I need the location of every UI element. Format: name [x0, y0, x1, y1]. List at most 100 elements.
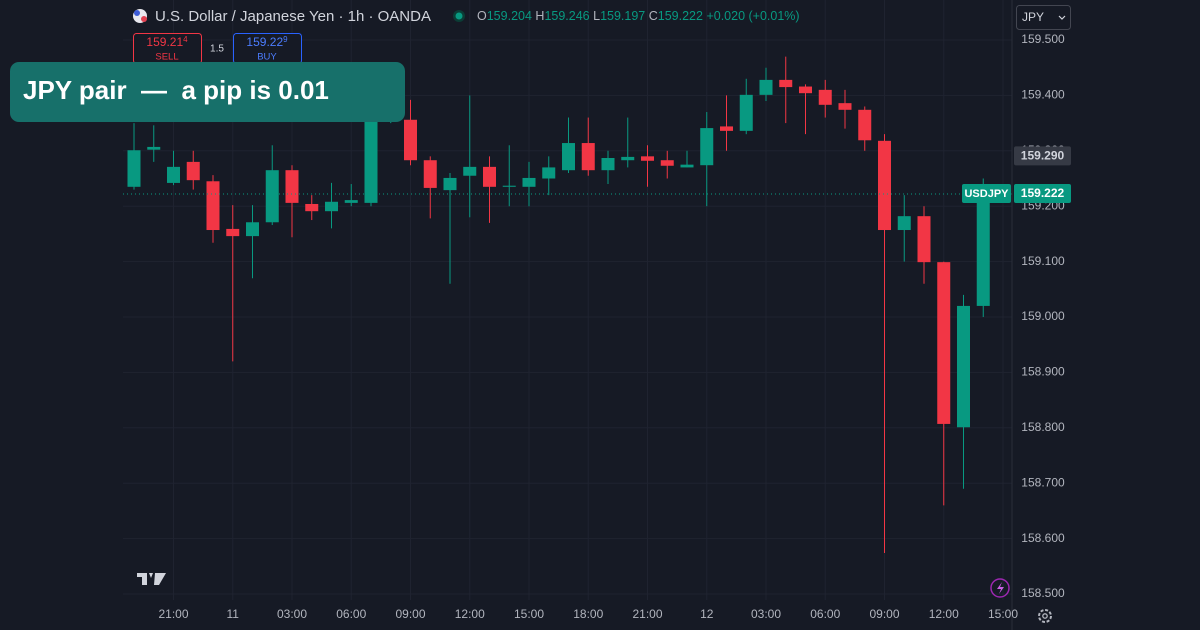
chevron-icon	[1058, 15, 1066, 20]
symbol-menu[interactable]	[1016, 5, 1071, 30]
settings-icon[interactable]	[1038, 609, 1052, 623]
candle-body	[285, 170, 299, 203]
candle-body	[206, 181, 220, 231]
candle-body	[660, 160, 674, 166]
stat-key: H	[535, 9, 544, 23]
sell-price: 159.214	[146, 35, 188, 49]
symbol-title[interactable]: U.S. Dollar / Japanese Yen · 1h · OANDA	[155, 8, 431, 25]
y-tick-label: 158.800	[1021, 420, 1065, 434]
last-price-tag	[1014, 184, 1071, 204]
logo	[137, 573, 166, 585]
buy-price: 159.229	[246, 35, 288, 49]
candle-body	[759, 79, 773, 95]
price-axis: 159.500159.400159.300159.200159.100159.0…	[158, 32, 1071, 621]
y-tick-label: 159.000	[1021, 309, 1065, 323]
x-tick-label: 15:00	[514, 607, 544, 621]
candle-body	[463, 166, 477, 176]
buy-price-main: 159.22	[246, 35, 283, 49]
candle-body	[838, 103, 852, 110]
annotation: JPY pair — a pip is 0.01	[23, 75, 329, 105]
y-tick-label: 158.600	[1021, 531, 1065, 545]
candle-body	[641, 156, 654, 161]
y-tick-label: 159.500	[1021, 32, 1065, 46]
change: +0.020 (+0.01%)	[706, 9, 799, 23]
stat-value: 159.197	[600, 9, 645, 23]
y-tick-label: 159.100	[1021, 254, 1065, 268]
flag-icon-part	[141, 16, 147, 22]
x-tick-label: 09:00	[869, 607, 899, 621]
candle-body	[305, 203, 319, 212]
stat-value: 159.222	[658, 9, 703, 23]
x-tick-label: 12	[700, 607, 714, 621]
flag-icon-part	[134, 10, 140, 16]
candle-body	[818, 89, 832, 105]
candle-body	[542, 167, 556, 179]
x-tick-label: 21:00	[158, 607, 188, 621]
candle-body	[937, 262, 951, 424]
candle-body	[799, 86, 812, 94]
candle-body	[917, 216, 931, 263]
x-tick-label: 06:00	[336, 607, 366, 621]
crosshair-price-label: 159.290	[1021, 149, 1065, 163]
candle-body	[364, 119, 378, 203]
candle-body	[601, 158, 615, 171]
plot	[123, 56, 1012, 554]
candle-body	[522, 177, 536, 187]
candle-body	[147, 146, 161, 150]
candle-body	[581, 143, 595, 171]
stat-key: O	[477, 9, 487, 23]
candle-body	[858, 109, 872, 141]
x-tick-label: 18:00	[573, 607, 603, 621]
stat-value: 159.246	[544, 9, 589, 23]
candle-body	[878, 140, 891, 231]
alert-bolt	[997, 582, 1004, 594]
candle-body	[739, 94, 753, 131]
candle-body	[127, 150, 141, 187]
candle-body	[720, 126, 733, 131]
candle-body	[423, 160, 437, 188]
candle-body	[680, 164, 694, 168]
candle-body	[186, 161, 200, 181]
alert-icon[interactable]	[990, 578, 1010, 598]
overlay: U.S. Dollar / Japanese Yen · 1h · OANDA …	[10, 5, 1071, 623]
settings-icon-center	[1042, 613, 1048, 619]
candle-body	[957, 305, 970, 428]
candle-body	[404, 119, 417, 161]
x-tick-label: 06:00	[810, 607, 840, 621]
candle-body	[502, 185, 516, 187]
candle-body	[246, 222, 259, 237]
x-tick-label: 03:00	[751, 607, 781, 621]
grid	[123, 0, 1012, 600]
symbol-tag-label: USDJPY	[964, 188, 1009, 200]
stat-value: 159.204	[487, 9, 532, 23]
y-tick-label: 159.400	[1021, 88, 1065, 102]
x-tick-label: 21:00	[632, 607, 662, 621]
buy-price-pip: 9	[283, 35, 288, 44]
spread: 1.5	[210, 44, 224, 55]
candle-body	[779, 79, 793, 88]
x-tick-label: 11	[227, 607, 240, 621]
sell-price-main: 159.21	[146, 35, 183, 49]
x-tick-label: 15:00	[988, 607, 1018, 621]
y-tick-label: 158.900	[1021, 365, 1065, 379]
candle-body	[167, 166, 180, 183]
candle-body	[700, 128, 714, 166]
x-tick-label: 09:00	[395, 607, 425, 621]
candle-body	[562, 143, 575, 171]
last-price-label: 159.222	[1021, 186, 1065, 200]
sell-price-pip: 4	[183, 35, 188, 44]
status-dot	[455, 12, 463, 20]
stat-key: L	[593, 9, 600, 23]
candle-body	[897, 216, 911, 231]
candle-body	[325, 201, 338, 212]
crosshair-price-tag	[1014, 146, 1071, 166]
buy-label: BUY	[257, 52, 277, 63]
symbol-menu-label: JPY	[1022, 10, 1044, 24]
y-tick-label: 158.500	[1021, 586, 1065, 600]
symbol-tag	[962, 184, 1011, 204]
x-tick-label: 12:00	[455, 607, 485, 621]
candle-body	[976, 194, 990, 306]
x-tick-label: 12:00	[929, 607, 959, 621]
sell-label: SELL	[155, 52, 178, 63]
